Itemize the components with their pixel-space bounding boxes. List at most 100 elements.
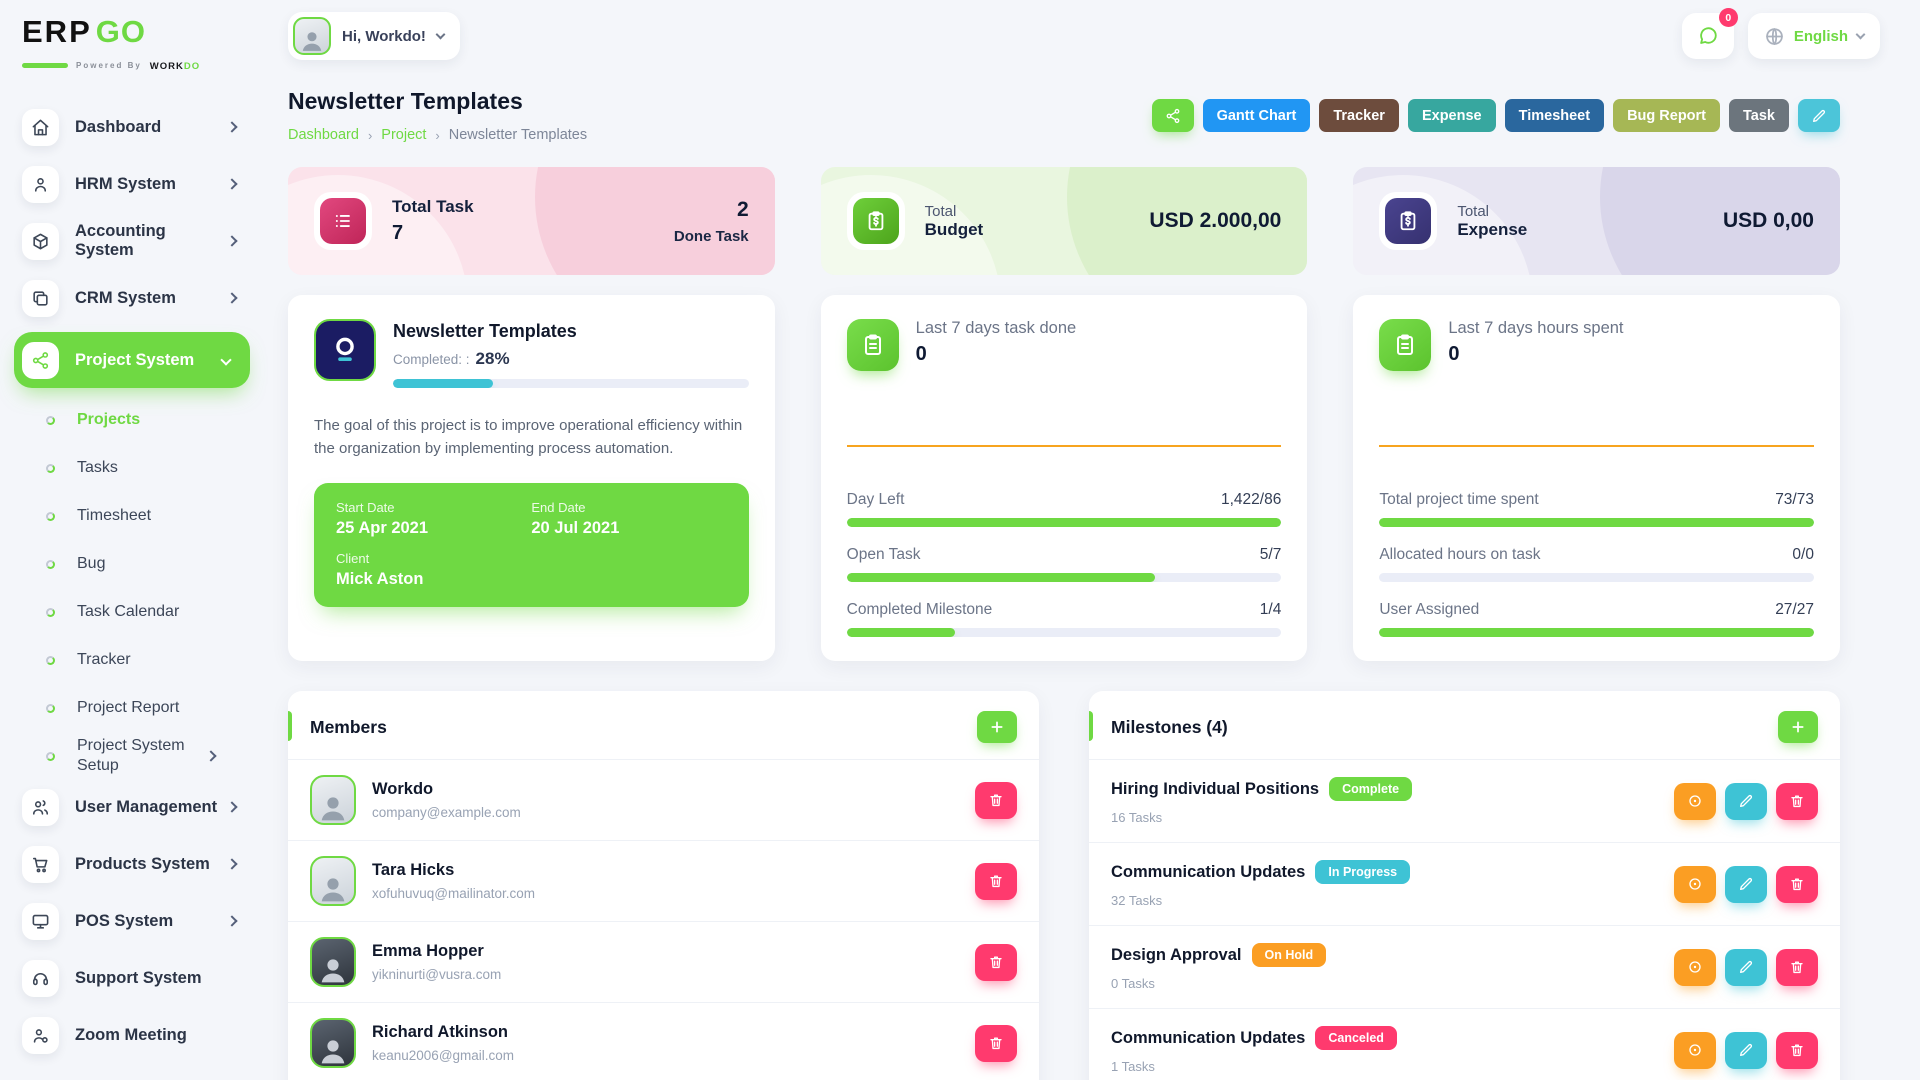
edit-milestone-button[interactable] [1725, 865, 1767, 903]
sidebar-item-user-management[interactable]: User Management [22, 784, 260, 830]
breadcrumb-dashboard[interactable]: Dashboard [288, 127, 359, 143]
edit-project-button[interactable] [1798, 99, 1840, 132]
view-milestone-button[interactable] [1674, 782, 1716, 820]
view-milestone-button[interactable] [1674, 1031, 1716, 1069]
progress-value: 27/27 [1775, 601, 1814, 618]
page-title: Newsletter Templates [288, 88, 523, 114]
sidebar-item-products-system[interactable]: Products System [22, 841, 260, 887]
sidebar-item-crm-system[interactable]: CRM System [22, 275, 260, 321]
sidebar-item-pos-system[interactable]: POS System [22, 898, 260, 944]
sidebar-item-zoom-meeting[interactable]: Zoom Meeting [22, 1012, 260, 1058]
delete-member-button[interactable] [975, 943, 1017, 981]
tracker-button[interactable]: Tracker [1319, 99, 1399, 132]
timesheet-button[interactable]: Timesheet [1504, 99, 1605, 132]
delete-milestone-button[interactable] [1776, 782, 1818, 820]
done-task-value: 2 [736, 197, 749, 221]
hours-spent-card: Last 7 days hours spent 0 Total project … [1353, 295, 1840, 661]
completed-label: Completed: : [393, 352, 470, 367]
target-eye-icon [1689, 795, 1701, 807]
edit-milestone-button[interactable] [1725, 782, 1767, 820]
share-button[interactable] [1151, 99, 1194, 132]
trash-icon [990, 794, 1002, 807]
sidebar-subitem-tracker[interactable]: Tracker [46, 640, 236, 680]
delete-milestone-button[interactable] [1776, 1031, 1818, 1069]
total-task-card: Total Task 7 2 Done Task [288, 167, 775, 275]
sidebar: ERP GO Powered By WORKDO Dashboard HRM S… [0, 0, 260, 1080]
member-avatar [310, 856, 356, 906]
sidebar-subitem-projects[interactable]: Projects [46, 400, 236, 440]
progress-label: Day Left [846, 491, 905, 508]
trash-icon [990, 1037, 1002, 1050]
sidebar-subitem-timesheet[interactable]: Timesheet [46, 496, 236, 536]
milestone-status-badge: Complete [1329, 777, 1413, 801]
bug-report-button[interactable]: Bug Report [1613, 99, 1721, 132]
trash-icon [1791, 795, 1803, 808]
logo-go-text: GO [95, 14, 146, 49]
sidebar-item-dashboard[interactable]: Dashboard [22, 104, 260, 150]
bullet-icon [46, 559, 55, 569]
sidebar-subitem-bug[interactable]: Bug [46, 544, 236, 584]
gantt-chart-button[interactable]: Gantt Chart [1202, 99, 1311, 132]
monitor-icon [22, 902, 59, 940]
expense-clipboard-icon [1385, 198, 1432, 244]
progress-value: 0/0 [1792, 546, 1814, 563]
app-logo[interactable]: ERP GO [22, 14, 260, 54]
member-name: Workdo [372, 780, 434, 798]
language-selector[interactable]: English [1747, 13, 1880, 59]
view-milestone-button[interactable] [1674, 865, 1716, 903]
member-row: Workdo company@example.com [288, 759, 1039, 840]
pencil-icon [1813, 109, 1826, 122]
bullet-icon [46, 415, 55, 425]
breadcrumb-separator: › [367, 127, 373, 143]
add-member-button[interactable] [977, 711, 1017, 743]
target-eye-icon [1689, 961, 1701, 973]
progress-label: Open Task [846, 546, 921, 563]
delete-member-button[interactable] [975, 862, 1017, 900]
box-icon [22, 222, 59, 260]
sidebar-subitem-project-report[interactable]: Project Report [46, 688, 236, 728]
topbar: Hi, Workdo! 0 English [260, 8, 1880, 62]
sidebar-item-hrm-system[interactable]: HRM System [22, 161, 260, 207]
milestone-name: Design Approval [1111, 945, 1242, 964]
progress-label: Total project time spent [1379, 491, 1539, 508]
sidebar-subitem-label: Projects [77, 411, 141, 428]
project-logo [314, 319, 376, 381]
sidebar-item-support-system[interactable]: Support System [22, 955, 260, 1001]
task-button[interactable]: Task [1729, 99, 1789, 132]
progress-value: 5/7 [1259, 546, 1282, 563]
sidebar-subitem-project-system-setup[interactable]: Project System Setup [46, 736, 236, 776]
sidebar-subitem-tasks[interactable]: Tasks [46, 448, 236, 488]
edit-milestone-button[interactable] [1725, 1031, 1767, 1069]
chevron-right-icon [226, 235, 238, 247]
delete-member-button[interactable] [975, 781, 1017, 819]
done-task-label: Done Task [673, 227, 749, 245]
view-milestone-button[interactable] [1674, 948, 1716, 986]
progress-label: Completed Milestone [846, 601, 993, 618]
delete-milestone-button[interactable] [1776, 948, 1818, 986]
hours-spent-sparkline [1379, 383, 1814, 447]
delete-milestone-button[interactable] [1776, 865, 1818, 903]
user-menu-button[interactable]: Hi, Workdo! [288, 12, 460, 60]
expense-button[interactable]: Expense [1407, 99, 1496, 132]
sidebar-item-accounting-system[interactable]: Accounting System [22, 218, 260, 264]
delete-member-button[interactable] [975, 1024, 1017, 1062]
total-budget-label-top: Total [924, 202, 957, 220]
member-email: company@example.com [372, 805, 521, 820]
sidebar-item-project-system[interactable]: Project System [14, 332, 250, 388]
milestone-status-badge: On Hold [1251, 943, 1327, 967]
members-title: Members [310, 716, 387, 737]
sidebar-subitem-task-calendar[interactable]: Task Calendar [46, 592, 236, 632]
notifications-button[interactable]: 0 [1681, 8, 1738, 59]
logo-underline [22, 62, 68, 68]
milestones-title: Milestones (4) [1111, 716, 1228, 737]
sidebar-subitem-label: Task Calendar [77, 603, 180, 620]
progress-value: 73/73 [1775, 491, 1814, 508]
members-panel: Members Workdo company@example.com Tara … [288, 691, 1039, 1080]
breadcrumb-project[interactable]: Project [381, 127, 427, 143]
edit-milestone-button[interactable] [1725, 948, 1767, 986]
breadcrumb-separator: › [435, 127, 440, 143]
completed-value: 28% [475, 349, 510, 368]
total-expense-label-top: Total [1457, 202, 1490, 220]
headset-icon [22, 959, 59, 997]
add-milestone-button[interactable] [1778, 711, 1818, 743]
